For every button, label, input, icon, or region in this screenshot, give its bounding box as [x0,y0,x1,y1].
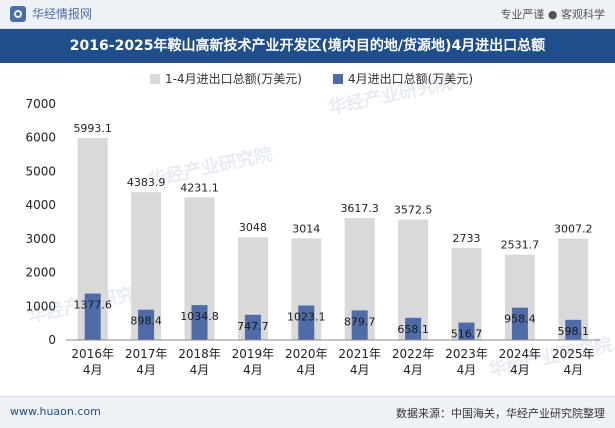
data-label-series-1-6: 3572.5 [394,204,433,217]
data-label-series-1-4: 3014 [292,222,320,235]
x-tick-label-8-line-2: 4月 [510,363,530,377]
data-label-series-2-1: 898.4 [130,315,162,328]
data-label-series-1-9: 3007.2 [554,223,593,236]
brand[interactable]: 华经情报网 [10,5,92,22]
y-tick-label-1: 1000 [25,299,56,313]
data-label-series-1-1: 4383.9 [127,176,166,189]
y-tick-label-0: 0 [48,333,56,347]
x-tick-label-5-line-1: 2021年 [338,347,381,361]
data-label-series-2-2: 1034.8 [180,310,219,323]
chart-title: 2016-2025年鞍山高新技术产业开发区(境内目的地/货源地)4月进出口总额 [0,29,615,63]
x-tick-label-4-line-2: 4月 [296,363,316,377]
brand-name: 华经情报网 [32,7,93,21]
bar-series-2-2 [191,305,208,340]
data-label-series-2-4: 1023.1 [287,311,326,324]
x-tick-label-5-line-2: 4月 [350,363,370,377]
x-tick-label-0-line-2: 4月 [83,363,103,377]
bar-chart: 华经产业研究院华经产业研究院华经产业研究院华经产业研究院1-4月进出口总额(万美… [25,71,614,381]
tagline: 专业严谨 ● 客观科学 [500,8,605,21]
y-tick-label-5: 5000 [25,164,56,178]
data-label-series-2-3: 747.7 [237,320,269,333]
x-tick-label-2-line-2: 4月 [190,363,210,377]
footer-bar: www.huaon.com 数据来源：中国海关，华经产业研究院整理 [0,396,615,428]
bar-series-2-4 [298,305,315,340]
x-tick-label-6-line-2: 4月 [403,363,423,377]
bar-series-2-1 [138,309,155,340]
footer-url-link[interactable]: www.huaon.com [10,405,101,418]
bar-series-2-9 [565,319,582,340]
x-tick-label-9-line-1: 2025年 [552,347,595,361]
x-tick-label-1-line-2: 4月 [136,363,156,377]
x-tick-label-9-line-2: 4月 [563,363,583,377]
x-tick-label-0-line-1: 2016年 [71,347,114,361]
legend-label-series-1: 1-4月进出口总额(万美元) [165,72,302,86]
bar-series-2-6 [405,317,422,340]
y-tick-label-3: 3000 [25,232,56,246]
data-label-series-2-5: 879.7 [344,315,376,328]
x-tick-label-3-line-1: 2019年 [232,347,275,361]
data-label-series-1-8: 2531.7 [501,239,540,252]
x-tick-label-3-line-2: 4月 [243,363,263,377]
x-tick-label-6-line-1: 2022年 [392,347,435,361]
data-label-series-1-0: 5993.1 [73,122,112,135]
bar-series-2-5 [351,310,368,340]
x-tick-label-7-line-2: 4月 [457,363,477,377]
x-tick-label-7-line-1: 2023年 [445,347,488,361]
data-label-series-1-7: 2733 [453,232,481,245]
x-tick-label-4-line-1: 2020年 [285,347,328,361]
brand-logo-icon [10,5,26,22]
x-tick-label-1-line-1: 2017年 [125,347,168,361]
top-bar: 华经情报网 专业严谨 ● 客观科学 [0,0,615,29]
x-tick-label-2-line-1: 2018年 [178,347,221,361]
data-label-series-1-2: 4231.1 [180,181,219,194]
y-tick-label-2: 2000 [25,266,56,280]
data-source: 数据来源：中国海关，华经产业研究院整理 [396,407,605,420]
y-tick-label-4: 4000 [25,198,56,212]
x-tick-label-8-line-1: 2024年 [499,347,542,361]
legend-swatch-series-2 [333,74,343,84]
bar-series-2-8 [511,307,528,340]
bar-series-2-3 [244,314,261,340]
data-label-series-2-7: 516.7 [451,328,483,341]
legend-label-series-2: 4月进出口总额(万美元) [348,72,473,86]
data-label-series-2-8: 958.4 [504,313,536,326]
bar-series-2-0 [84,293,101,340]
y-tick-label-7: 7000 [25,97,56,111]
data-label-series-1-3: 3048 [239,221,267,234]
data-label-series-2-9: 598.1 [558,325,590,338]
data-label-series-2-6: 658.1 [397,323,429,336]
y-tick-label-6: 6000 [25,131,56,145]
legend-swatch-series-1 [150,74,160,84]
bar-series-2-7 [458,322,475,340]
data-label-series-1-5: 3617.3 [340,202,379,215]
data-label-series-2-0: 1377.6 [73,299,112,312]
